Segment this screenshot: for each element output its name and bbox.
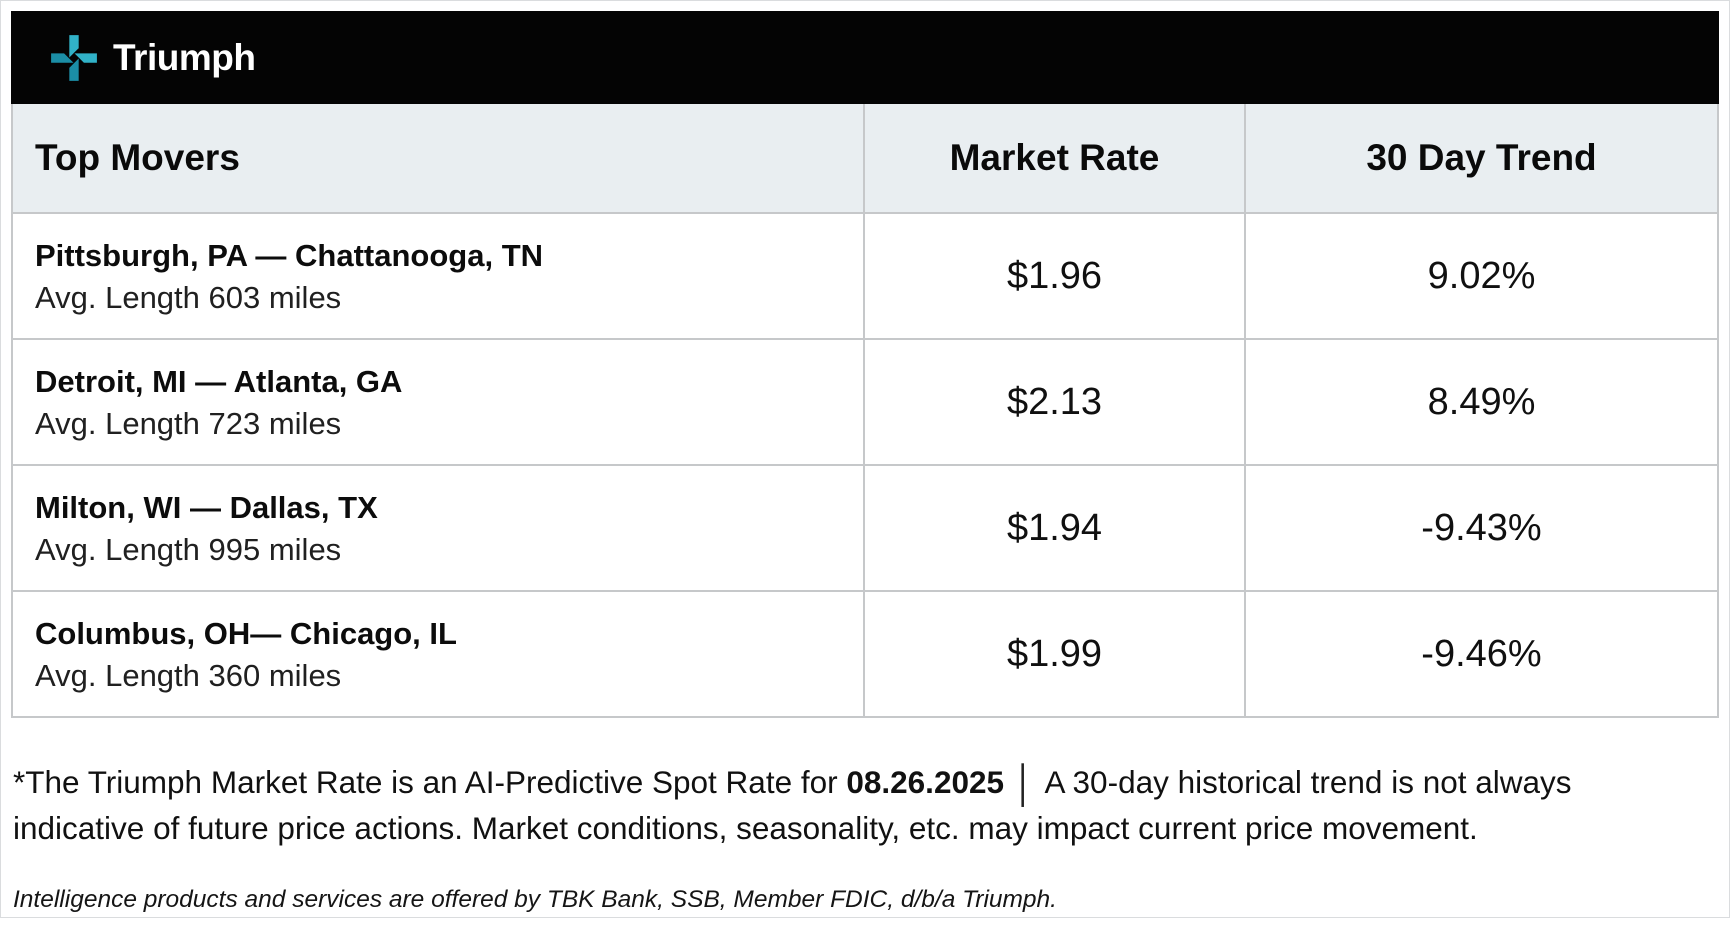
lane-cell: Milton, WI — Dallas, TX Avg. Length 995 … [13, 466, 863, 590]
footnote: *The Triumph Market Rate is an AI-Predic… [13, 760, 1593, 917]
legal-disclaimer: Intelligence products and services are o… [13, 885, 1057, 913]
lane-name: Columbus, OH— Chicago, IL [35, 616, 457, 651]
lane-avg-length: Avg. Length 995 miles [35, 532, 342, 567]
brand-bar: Triumph [11, 11, 1719, 104]
footnote-text: *The Triumph Market Rate is an AI-Predic… [13, 760, 1593, 851]
page: { "brand": { "name": "Triumph", "logo_ic… [0, 0, 1730, 918]
brand-wordmark: Triumph [113, 36, 256, 78]
lane-cell: Columbus, OH— Chicago, IL Avg. Length 36… [13, 592, 863, 716]
market-rate-value: $1.96 [863, 214, 1244, 338]
lane-avg-length: Avg. Length 723 miles [35, 406, 342, 441]
lane-cell: Pittsburgh, PA — Chattanooga, TN Avg. Le… [13, 214, 863, 338]
report-card: Triumph Top Movers Market Rate 30 Day Tr… [11, 11, 1719, 941]
triumph-cross-icon [51, 34, 97, 81]
trend-value: 9.02% [1244, 214, 1717, 338]
footnote-part1: *The Triumph Market Rate is an AI-Predic… [13, 764, 847, 800]
footnote-date: 08.26.2025 [846, 764, 1005, 800]
footnote-part2: A 30-day historical trend is not always … [13, 764, 1572, 846]
market-rate-value: $2.13 [863, 340, 1244, 464]
lane-cell: Detroit, MI — Atlanta, GA Avg. Length 72… [13, 340, 863, 464]
lane-avg-length: Avg. Length 603 miles [35, 280, 342, 315]
trend-value: 8.49% [1244, 340, 1717, 464]
trend-value: -9.43% [1244, 466, 1717, 590]
table-row: Pittsburgh, PA — Chattanooga, TN Avg. Le… [13, 212, 1717, 338]
footnote-separator: │ [1013, 763, 1036, 804]
column-header-market-rate: Market Rate [863, 104, 1244, 212]
lane-name: Milton, WI — Dallas, TX [35, 490, 378, 525]
lane-avg-length: Avg. Length 360 miles [35, 658, 342, 693]
column-header-top-movers: Top Movers [35, 137, 240, 178]
lane-name: Detroit, MI — Atlanta, GA [35, 364, 403, 399]
top-movers-table: Top Movers Market Rate 30 Day Trend Pitt… [11, 104, 1719, 718]
table-row: Columbus, OH— Chicago, IL Avg. Length 36… [13, 590, 1717, 716]
table-header-row: Top Movers Market Rate 30 Day Trend [13, 104, 1717, 212]
table-body: Pittsburgh, PA — Chattanooga, TN Avg. Le… [13, 212, 1717, 716]
table-row: Milton, WI — Dallas, TX Avg. Length 995 … [13, 464, 1717, 590]
trend-value: -9.46% [1244, 592, 1717, 716]
market-rate-value: $1.99 [863, 592, 1244, 716]
lane-name: Pittsburgh, PA — Chattanooga, TN [35, 238, 544, 273]
market-rate-value: $1.94 [863, 466, 1244, 590]
column-header-30-day-trend: 30 Day Trend [1244, 104, 1717, 212]
table-row: Detroit, MI — Atlanta, GA Avg. Length 72… [13, 338, 1717, 464]
